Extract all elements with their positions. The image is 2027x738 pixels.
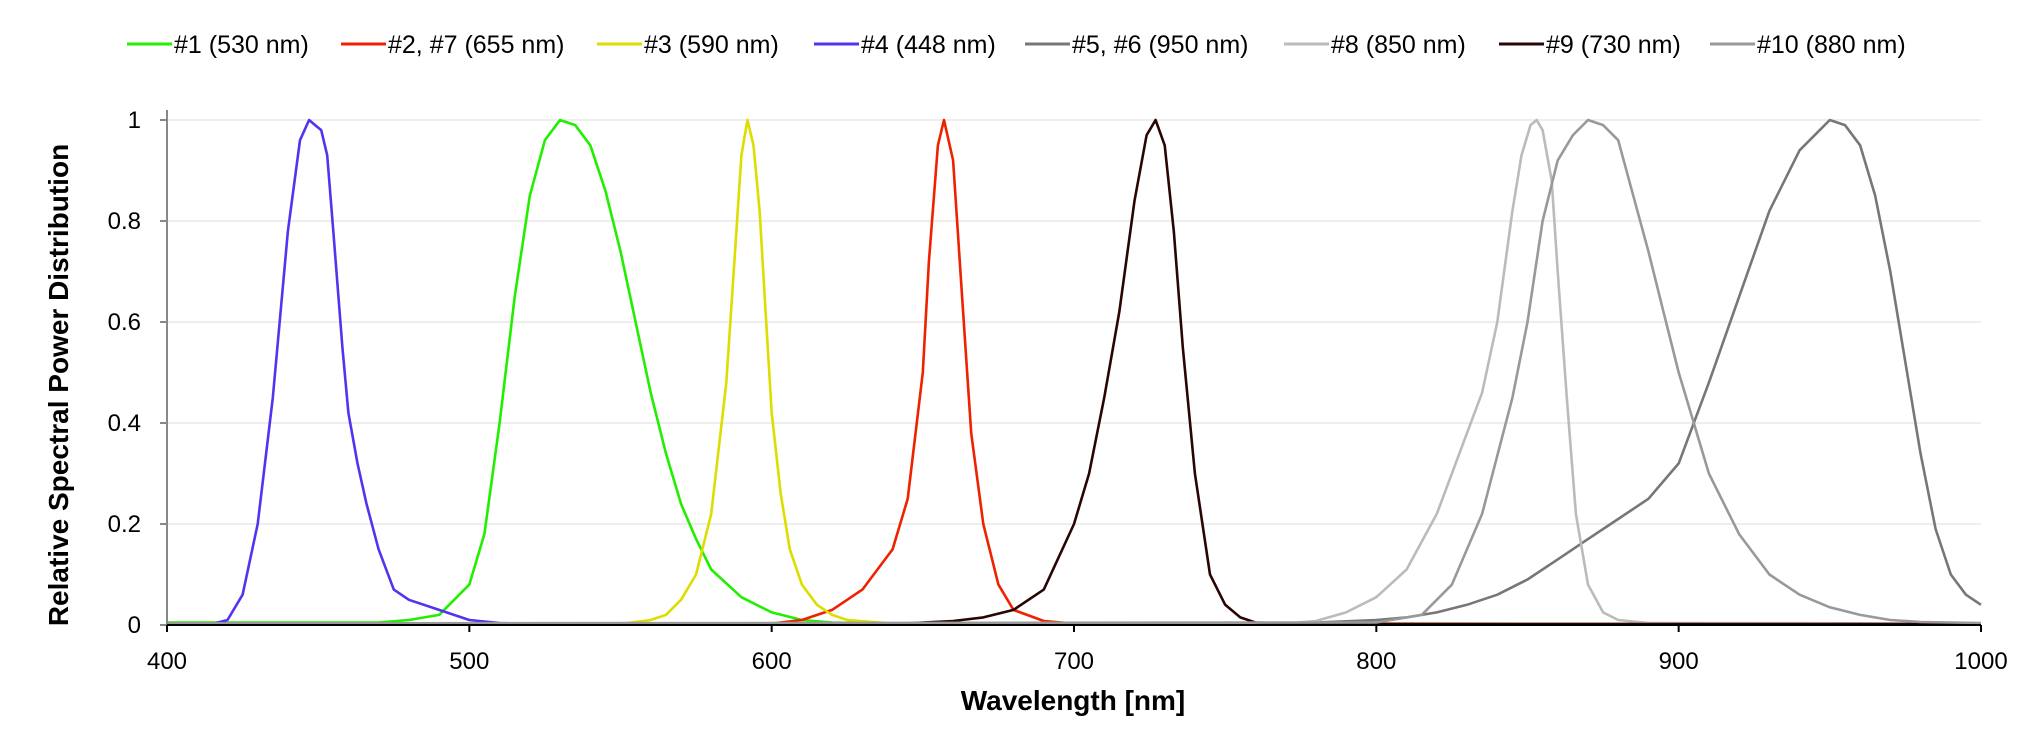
x-tick-labels: 400 500 600 700 800 900 1000: [147, 648, 2008, 675]
grid-lines: [167, 119, 1981, 525]
legend-label: #1 (530 nm): [174, 31, 309, 59]
legend-label: #9 (730 nm): [1546, 31, 1681, 59]
legend-item: #10 (880 nm): [1710, 31, 1906, 59]
legend: #1 (530 nm) #2, #7 (655 nm) #3 (590 nm) #4 …: [127, 31, 1906, 59]
legend-item: #8 (850 nm): [1284, 31, 1466, 59]
y-tick-label: 0.4: [108, 410, 141, 437]
legend-label: #2, #7 (655 nm): [388, 31, 565, 59]
y-tick-labels: 0 0.2 0.4 0.6 0.8 1: [108, 107, 141, 639]
legend-label: #3 (590 nm): [644, 31, 779, 59]
legend-label: #10 (880 nm): [1757, 31, 1906, 59]
y-tick-label: 0.8: [108, 208, 141, 235]
series-line-2: [167, 118, 1982, 626]
series-line-7: [167, 118, 1981, 626]
legend-item: #3 (590 nm): [597, 31, 779, 59]
legend-item: #1 (530 nm): [127, 31, 309, 59]
series-line-8: [166, 118, 1982, 625]
x-tick-label: 500: [449, 648, 489, 675]
legend-item: #2, #7 (655 nm): [341, 31, 565, 59]
y-tick-label: 0: [128, 612, 141, 639]
x-tick-label: 1000: [1954, 648, 2007, 675]
axes: [160, 110, 1982, 632]
legend-label: #8 (850 nm): [1331, 31, 1466, 59]
y-axis-title: Relative Spectral Power Distribution: [43, 144, 74, 626]
series-line-3: [167, 118, 1982, 626]
series-line-1: [167, 118, 1981, 626]
y-tick-label: 1: [128, 107, 141, 134]
legend-item: #9 (730 nm): [1499, 31, 1681, 59]
series-lines: [166, 118, 1982, 626]
series-line-6: [167, 118, 1982, 625]
legend-item: #4 (448 nm): [814, 31, 996, 59]
x-tick-label: 700: [1054, 648, 1094, 675]
legend-label: #4 (448 nm): [861, 31, 996, 59]
x-tick-label: 900: [1659, 648, 1699, 675]
legend-item: #5, #6 (950 nm): [1025, 31, 1249, 59]
x-tick-label: 800: [1356, 648, 1396, 675]
series-line-5: [167, 118, 1982, 625]
x-axis-title: Wavelength [nm]: [961, 685, 1186, 716]
x-tick-label: 400: [147, 648, 187, 675]
y-tick-label: 0.2: [108, 511, 141, 538]
legend-label: #5, #6 (950 nm): [1072, 31, 1249, 59]
y-tick-label: 0.6: [108, 309, 141, 336]
series-line-4: [167, 118, 1981, 626]
x-tick-label: 600: [752, 648, 792, 675]
